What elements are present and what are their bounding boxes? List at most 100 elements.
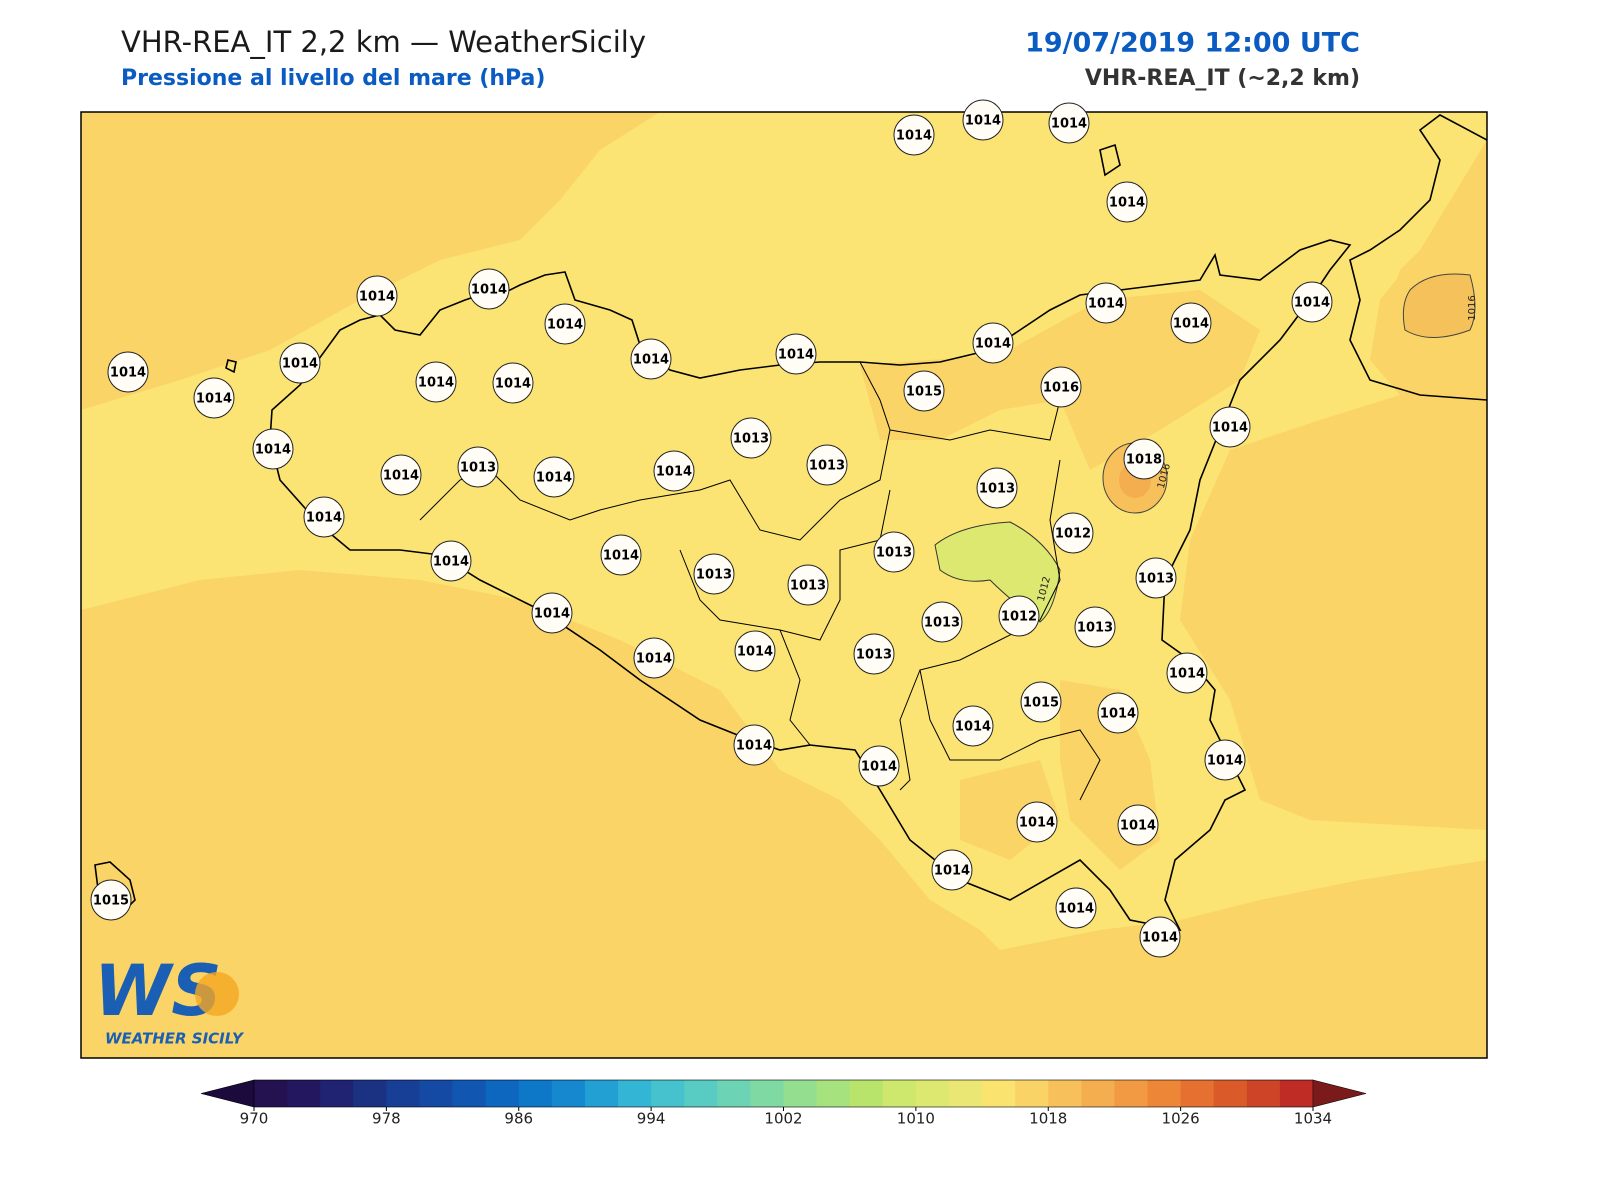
station-value: 1014	[1058, 902, 1094, 917]
station-value: 1014	[934, 864, 970, 879]
station-value: 1013	[979, 482, 1015, 497]
station-value: 1013	[790, 579, 826, 594]
station-marker	[1040, 366, 1082, 408]
station-value: 1013	[460, 461, 496, 476]
subtitle: Pressione al livello del mare (hPa)	[121, 66, 545, 91]
station-marker	[1052, 512, 1094, 554]
colorbar-box	[750, 1080, 784, 1107]
station-value: 1014	[861, 760, 897, 775]
station-value: 1014	[282, 357, 318, 372]
station-marker	[107, 351, 149, 393]
station-value: 1013	[1077, 621, 1113, 636]
colorbar-box	[551, 1080, 586, 1107]
station-value: 1016	[1043, 381, 1079, 396]
station-value: 1014	[110, 366, 146, 381]
station-marker	[653, 450, 695, 492]
colorbar-box	[982, 1080, 1016, 1107]
colorbar-box	[287, 1080, 321, 1107]
station-marker	[893, 114, 935, 156]
map-frame	[80, 111, 1488, 1059]
title: VHR-REA_IT 2,2 km — WeatherSicily	[121, 25, 646, 59]
colorbar-box	[684, 1080, 718, 1107]
contour-1016	[1402, 273, 1476, 338]
colorbar-box	[717, 1080, 751, 1107]
colorbar-box	[1114, 1080, 1149, 1107]
station-marker	[903, 370, 945, 412]
station-value: 1012	[1001, 610, 1037, 625]
colorbar-box	[783, 1080, 818, 1107]
colorbar-box	[485, 1080, 520, 1107]
station-value: 1018	[1126, 453, 1162, 468]
station-value: 1014	[471, 283, 507, 298]
station-value: 1014	[1120, 819, 1156, 834]
colorbar-box	[915, 1080, 950, 1107]
station-value: 1014	[547, 318, 583, 333]
contour-label: 1016	[1467, 295, 1478, 320]
station-value: 1014	[534, 607, 570, 622]
colorbar-box	[1015, 1080, 1049, 1107]
stations: 1014 1014 1014 1014 1014 1014 1014 1014 1014 1014…	[90, 99, 1333, 958]
station-marker	[873, 531, 915, 573]
station-value: 1013	[1138, 572, 1174, 587]
colorbar-tick-label: 1034	[1294, 1110, 1332, 1128]
station-marker	[380, 454, 422, 496]
station-value: 1014	[778, 348, 814, 363]
colorbar-box	[419, 1080, 454, 1107]
station-value: 1014	[359, 290, 395, 305]
station-value: 1014	[1212, 421, 1248, 436]
station-value: 1014	[1088, 297, 1124, 312]
station-marker	[90, 879, 132, 921]
colorbar-extend	[1312, 1079, 1367, 1108]
station-marker	[1117, 804, 1159, 846]
station-marker	[806, 444, 848, 486]
colorbar-tick-label: 986	[504, 1110, 533, 1128]
station-value: 1015	[906, 385, 942, 400]
station-value: 1014	[1142, 931, 1178, 946]
colorbar-box	[518, 1080, 553, 1107]
station-marker	[1135, 557, 1177, 599]
station-value: 1014	[1109, 196, 1145, 211]
station-marker	[1016, 801, 1058, 843]
station-value: 1013	[696, 568, 732, 583]
colorbar-box	[816, 1080, 851, 1107]
station-value: 1014	[306, 511, 342, 526]
station-marker	[998, 595, 1040, 637]
station-marker	[730, 417, 772, 459]
station-value: 1014	[896, 129, 932, 144]
station-marker	[921, 601, 963, 643]
colorbar-box	[882, 1080, 917, 1107]
station-value: 1012	[1055, 527, 1091, 542]
station-value: 1013	[876, 546, 912, 561]
colorbar-box	[849, 1080, 884, 1107]
model: VHR-REA_IT (~2,2 km)	[1085, 66, 1360, 91]
province-border	[419, 361, 1101, 801]
station-marker	[415, 361, 457, 403]
station-value: 1014	[1051, 117, 1087, 132]
station-marker	[775, 333, 817, 375]
colorbar-box	[948, 1080, 983, 1107]
station-marker	[1085, 282, 1127, 324]
station-value: 1014	[1207, 754, 1243, 769]
station-marker	[279, 342, 321, 384]
station-marker	[492, 362, 534, 404]
station-value: 1014	[1100, 707, 1136, 722]
station-value: 1014	[1294, 296, 1330, 311]
station-value: 1014	[975, 337, 1011, 352]
station-marker	[734, 630, 776, 672]
station-marker	[533, 456, 575, 498]
colorbar-tick-label: 1018	[1029, 1110, 1067, 1128]
station-marker	[1170, 302, 1212, 344]
station-value: 1013	[733, 432, 769, 447]
station-value: 1014	[633, 353, 669, 368]
station-marker	[1074, 606, 1116, 648]
station-marker	[858, 745, 900, 787]
station-marker	[1166, 652, 1208, 694]
station-value: 1013	[924, 616, 960, 631]
station-marker	[1055, 887, 1097, 929]
station-marker	[430, 540, 472, 582]
station-marker	[1048, 102, 1090, 144]
station-marker	[630, 338, 672, 380]
logo: WS WEATHER SICILY	[94, 950, 245, 1047]
